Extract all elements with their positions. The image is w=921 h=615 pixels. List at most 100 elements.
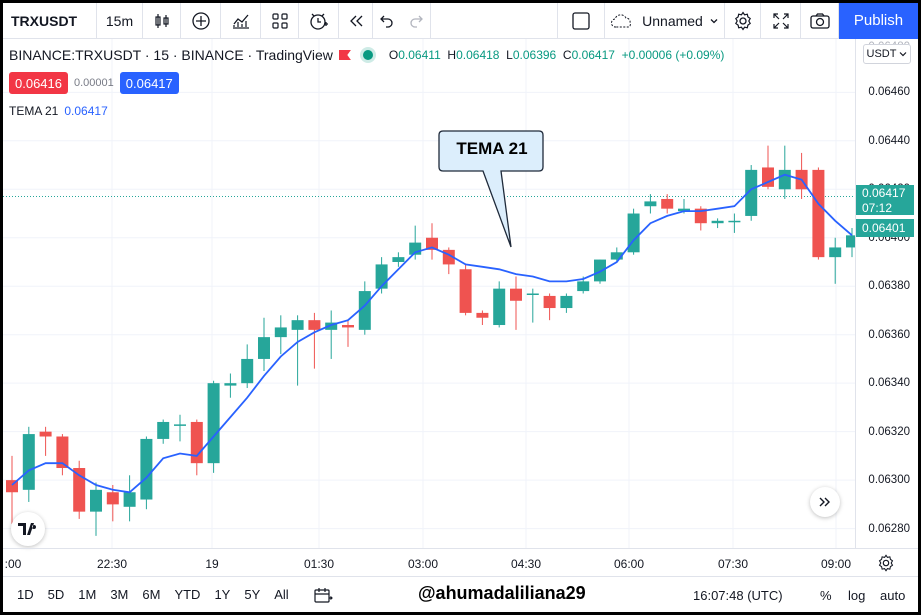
- interval-button[interactable]: 15m: [97, 3, 143, 39]
- candle-body: [560, 295, 573, 309]
- double-chevron-right-icon: [819, 497, 830, 507]
- price-chart[interactable]: [3, 39, 855, 548]
- candle-body: [392, 257, 405, 262]
- replay-icon[interactable]: [339, 3, 373, 39]
- candle: [375, 257, 388, 294]
- log-scale-toggle[interactable]: log: [848, 588, 866, 603]
- price-tick: 0.06300: [868, 474, 910, 487]
- candle-body: [526, 293, 539, 295]
- candle-body: [90, 489, 102, 512]
- chart-grid: [3, 39, 855, 548]
- date-range-group: 1D 5D 1M 3M 6M YTD 1Y 5Y All: [3, 587, 296, 602]
- chart-settings-icon[interactable]: [877, 554, 895, 577]
- candle: [711, 218, 724, 229]
- candle: [258, 317, 270, 372]
- candle: [190, 419, 203, 476]
- scroll-to-realtime-button[interactable]: [810, 487, 840, 517]
- candle: [106, 484, 119, 522]
- tradingview-logo[interactable]: [11, 512, 45, 546]
- price-tick: 0.06320: [868, 425, 910, 438]
- buy-price-button[interactable]: 0.06417: [119, 72, 179, 94]
- ohlc-high: 0.06418: [456, 48, 500, 62]
- auto-scale-toggle[interactable]: auto: [880, 588, 906, 603]
- candle-body: [493, 288, 506, 326]
- last-price-label: 0.06417: [856, 185, 914, 201]
- publish-button[interactable]: Publish: [839, 3, 918, 39]
- candle: [795, 152, 808, 199]
- range-button[interactable]: 5Y: [244, 587, 261, 602]
- layout-name-button[interactable]: Unnamed: [605, 3, 725, 39]
- range-button[interactable]: 1Y: [214, 587, 231, 602]
- layout-square-icon[interactable]: [557, 3, 605, 39]
- utc-clock[interactable]: 16:07:48 (UTC): [693, 588, 783, 603]
- tema-callout-text: TEMA 21: [456, 139, 528, 158]
- percent-scale-toggle[interactable]: %: [820, 588, 832, 603]
- alert-icon[interactable]: [299, 3, 339, 39]
- range-button[interactable]: 1D: [17, 587, 34, 602]
- bottom-toolbar: 1D 5D 1M 3M 6M YTD 1Y 5Y All @ahumadaliliana29 1…: [3, 576, 918, 612]
- candle: [543, 293, 556, 321]
- redo-icon[interactable]: [401, 3, 431, 39]
- ohlc-values: O0.06411 H0.06418 L0.06396 C0.06417 +0.0…: [389, 48, 724, 62]
- candle-body: [577, 281, 590, 292]
- price-axis[interactable]: 0.06280 0.06300 0.06320 0.06340 0.06360 0.063…: [855, 39, 918, 548]
- price-tick: 0.06440: [868, 134, 910, 147]
- tema-price-label: 0.06401: [856, 219, 914, 237]
- flag-icon[interactable]: [338, 50, 351, 60]
- candle-body: [258, 337, 270, 359]
- candle: [627, 208, 640, 255]
- date-range-calendar-icon[interactable]: [313, 586, 333, 607]
- author-watermark: @ahumadaliliana29: [418, 583, 586, 603]
- candle-body: [846, 235, 855, 248]
- range-button[interactable]: 3M: [110, 587, 129, 602]
- time-tick: :00: [4, 557, 22, 571]
- indicator-name: TEMA 21: [9, 104, 59, 118]
- candle-body: [73, 468, 86, 512]
- candle-body: [174, 424, 186, 426]
- settings-icon[interactable]: [725, 3, 761, 39]
- currency-selector[interactable]: USDT: [863, 44, 911, 64]
- candle-body: [106, 492, 119, 505]
- time-tick: 01:30: [303, 557, 335, 571]
- plus-circle-icon[interactable]: [181, 3, 221, 39]
- sell-price-button[interactable]: 0.06416: [9, 72, 68, 94]
- ohlc-low: 0.06396: [512, 48, 557, 62]
- candle-body: [325, 322, 338, 330]
- candles-icon[interactable]: [143, 3, 181, 39]
- candle: [661, 194, 674, 214]
- time-axis[interactable]: :00 22:30 19 01:30 03:00 04:30 06:00 07:30 09:0…: [3, 548, 918, 576]
- range-button[interactable]: YTD: [174, 587, 201, 602]
- range-button[interactable]: 1M: [78, 587, 97, 602]
- fullscreen-icon[interactable]: [761, 3, 801, 39]
- ohlc-high-label: H: [447, 48, 457, 62]
- ohlc-open-label: O: [388, 48, 399, 62]
- symbol-search-button[interactable]: TRXUSDT: [3, 3, 97, 39]
- candle: [56, 434, 69, 476]
- templates-grid-icon[interactable]: [261, 3, 299, 39]
- candle-body: [762, 167, 774, 187]
- ohlc-change: +0.00006 (+0.09%): [621, 48, 725, 62]
- undo-icon[interactable]: [373, 3, 401, 39]
- candle: [829, 237, 842, 284]
- range-button[interactable]: 6M: [142, 587, 161, 602]
- range-button[interactable]: 5D: [47, 587, 65, 602]
- candle-body: [594, 259, 606, 282]
- indicators-icon[interactable]: [221, 3, 261, 39]
- candle: [308, 312, 321, 369]
- candle-body: [22, 434, 35, 490]
- camera-icon[interactable]: [801, 3, 839, 39]
- ohlc-close-label: C: [562, 48, 572, 62]
- candle-body: [543, 295, 556, 309]
- indicator-legend[interactable]: TEMA 21 0.06417: [9, 104, 108, 118]
- candle-body: [207, 383, 220, 464]
- candle-body: [678, 208, 690, 212]
- chart-legend[interactable]: BINANCE:TRXUSDT · 15 · BINANCE · Trading…: [9, 47, 724, 63]
- candle: [442, 247, 455, 275]
- range-button[interactable]: All: [274, 587, 289, 602]
- time-tick: 19: [205, 557, 219, 571]
- candle-body: [157, 421, 170, 439]
- tema-line: [11, 173, 853, 494]
- candle: [274, 315, 287, 355]
- candle: [123, 475, 136, 522]
- candle-body: [711, 220, 724, 224]
